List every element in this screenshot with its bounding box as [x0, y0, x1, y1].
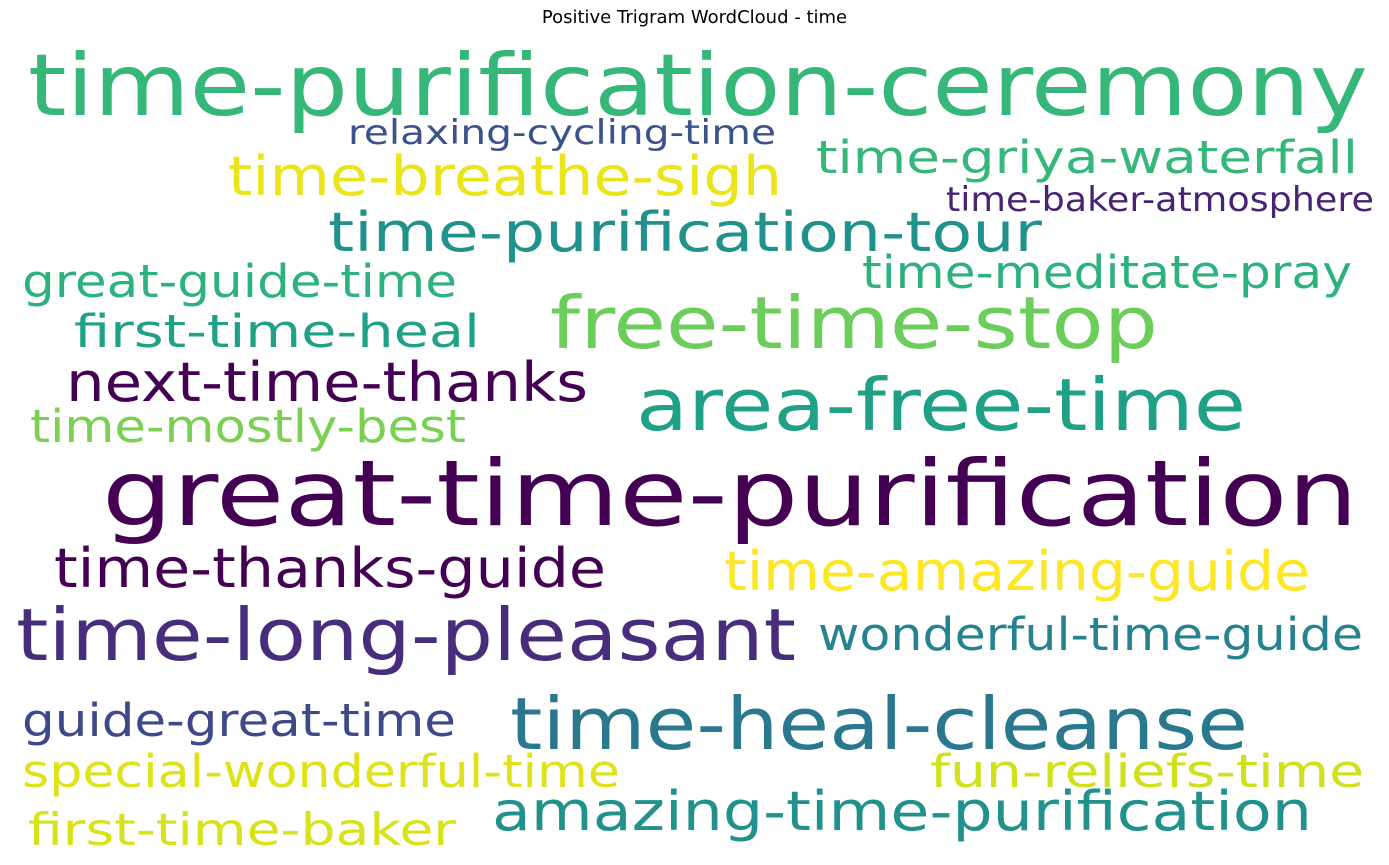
cloud-word: fun-reliefs-time [930, 745, 1364, 798]
cloud-word: time-purification-tour [328, 201, 1043, 264]
cloud-word: great-guide-time [22, 255, 457, 308]
cloud-word: time-heal-cleanse [510, 683, 1248, 767]
cloud-word: time-baker-atmosphere [946, 180, 1374, 219]
cloud-word: special-wonderful-time [22, 745, 620, 798]
cloud-word: guide-great-time [22, 694, 456, 747]
figure-title: Positive Trigram WordCloud - time [541, 7, 848, 28]
cloud-word: next-time-thanks [66, 351, 588, 414]
cloud-word: time-thanks-guide [54, 537, 606, 600]
cloud-word: wonderful-time-guide [818, 608, 1363, 661]
cloud-word: time-amazing-guide [724, 540, 1310, 603]
cloud-word: time-purification-ceremony [28, 37, 1368, 136]
cloud-word: time-meditate-pray [862, 246, 1352, 299]
cloud-word: first-time-baker [28, 805, 457, 856]
cloud-word: time-long-pleasant [16, 593, 796, 677]
cloud-word: time-breathe-sigh [228, 145, 782, 208]
cloud-word: great-time-purification [102, 442, 1358, 547]
cloud-word: relaxing-cycling-time [348, 113, 776, 152]
cloud-word: time-griya-waterfall [816, 131, 1358, 184]
cloud-word: free-time-stop [550, 282, 1158, 366]
cloud-word: amazing-time-purification [492, 779, 1312, 843]
cloud-word: area-free-time [636, 364, 1246, 448]
cloud-word: first-time-heal [74, 305, 480, 358]
cloud-word: time-mostly-best [30, 400, 466, 453]
